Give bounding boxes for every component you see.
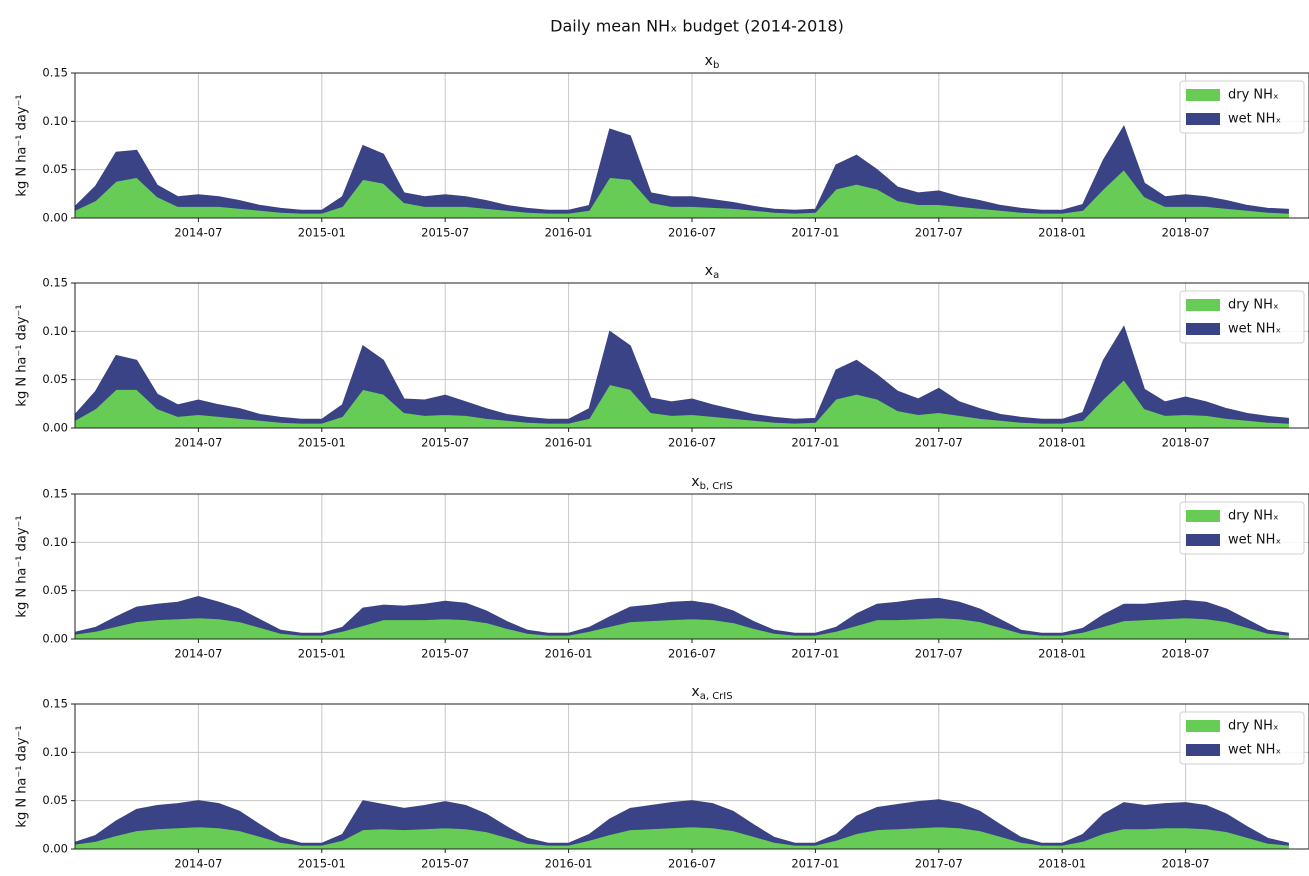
y-axis-label: kg N ha⁻¹ day⁻¹ — [15, 304, 30, 406]
x-tick-label: 2016-01 — [545, 647, 593, 661]
x-tick-label: 2014-07 — [174, 436, 222, 450]
y-tick-label: 0.05 — [42, 583, 68, 597]
y-tick-label: 0.00 — [42, 632, 68, 646]
x-tick-label: 2014-07 — [174, 857, 222, 871]
x-tick-label: 2015-01 — [298, 647, 346, 661]
x-tick-label: 2017-07 — [915, 647, 963, 661]
legend-label: wet NHₓ — [1228, 743, 1281, 758]
subplot-title-main: x — [691, 474, 699, 490]
y-tick-label: 0.00 — [42, 842, 68, 856]
x-tick-label: 2017-07 — [915, 857, 963, 871]
x-tick-label: 2018-01 — [1038, 226, 1086, 240]
y-tick-label: 0.00 — [42, 211, 68, 225]
x-tick-label: 2016-07 — [668, 647, 716, 661]
x-tick-label: 2015-01 — [298, 857, 346, 871]
legend-label: dry NHₓ — [1228, 719, 1279, 734]
x-tick-label: 2017-01 — [791, 857, 839, 871]
legend-swatch — [1186, 89, 1220, 101]
subplot-title: xb, CrIS — [691, 474, 732, 492]
plot-area — [75, 325, 1289, 428]
subplot-title-sub: a — [713, 270, 719, 281]
plot-area — [75, 595, 1289, 639]
legend-swatch — [1186, 113, 1220, 125]
y-axis-label: kg N ha⁻¹ day⁻¹ — [15, 515, 30, 617]
x-tick-label: 2015-07 — [421, 226, 469, 240]
x-tick-label: 2016-01 — [545, 436, 593, 450]
plot-area — [75, 799, 1289, 849]
y-axis-label: kg N ha⁻¹ day⁻¹ — [15, 725, 30, 827]
x-tick-label: 2018-07 — [1162, 226, 1210, 240]
x-tick-label: 2015-07 — [421, 647, 469, 661]
subplot-title: xa, CrIS — [691, 684, 732, 702]
subplot-title-sub: b, CrIS — [700, 481, 733, 492]
subplot-title: xb — [705, 53, 720, 71]
y-tick-label: 0.15 — [42, 487, 68, 501]
x-tick-label: 2016-01 — [545, 857, 593, 871]
x-tick-label: 2015-07 — [421, 436, 469, 450]
subplot-title-sub: a, CrIS — [700, 691, 733, 702]
y-axis-label: kg N ha⁻¹ day⁻¹ — [15, 94, 30, 196]
x-tick-label: 2017-07 — [915, 436, 963, 450]
x-tick-label: 2018-07 — [1162, 857, 1210, 871]
x-tick-label: 2018-01 — [1038, 436, 1086, 450]
x-tick-label: 2016-01 — [545, 226, 593, 240]
y-tick-label: 0.10 — [42, 745, 68, 759]
y-tick-label: 0.00 — [42, 421, 68, 435]
x-tick-label: 2015-01 — [298, 436, 346, 450]
x-tick-label: 2016-07 — [668, 857, 716, 871]
legend-label: dry NHₓ — [1228, 298, 1279, 313]
area-1 — [75, 799, 1289, 846]
x-tick-label: 2018-07 — [1162, 436, 1210, 450]
x-tick-label: 2016-07 — [668, 436, 716, 450]
area-1 — [75, 325, 1289, 424]
y-tick-label: 0.05 — [42, 793, 68, 807]
x-tick-label: 2014-07 — [174, 647, 222, 661]
x-tick-label: 2017-01 — [791, 226, 839, 240]
y-tick-label: 0.15 — [42, 697, 68, 711]
subplot-title-main: x — [691, 684, 699, 700]
x-tick-label: 2016-07 — [668, 226, 716, 240]
legend-swatch — [1186, 510, 1220, 522]
y-tick-label: 0.15 — [42, 276, 68, 290]
area-1 — [75, 595, 1289, 636]
legend-swatch — [1186, 323, 1220, 335]
area-1 — [75, 125, 1289, 214]
x-tick-label: 2018-01 — [1038, 857, 1086, 871]
subplot-title-main: x — [705, 53, 713, 69]
legend-label: dry NHₓ — [1228, 509, 1279, 524]
x-tick-label: 2017-01 — [791, 436, 839, 450]
subplot-title: xa — [705, 263, 719, 281]
figure-title: Daily mean NHₓ budget (2014-2018) — [550, 17, 844, 36]
legend-label: wet NHₓ — [1228, 322, 1281, 337]
x-tick-label: 2017-01 — [791, 647, 839, 661]
y-tick-label: 0.05 — [42, 162, 68, 176]
legend-swatch — [1186, 720, 1220, 732]
x-tick-label: 2017-07 — [915, 226, 963, 240]
legend-swatch — [1186, 534, 1220, 546]
x-tick-label: 2014-07 — [174, 226, 222, 240]
legend-label: wet NHₓ — [1228, 112, 1281, 127]
subplot-title-sub: b — [713, 60, 719, 71]
x-tick-label: 2018-07 — [1162, 647, 1210, 661]
legend-label: dry NHₓ — [1228, 88, 1279, 103]
legend-label: wet NHₓ — [1228, 533, 1281, 548]
y-tick-label: 0.10 — [42, 114, 68, 128]
x-tick-label: 2015-01 — [298, 226, 346, 240]
subplot-title-main: x — [705, 263, 713, 279]
x-tick-label: 2018-01 — [1038, 647, 1086, 661]
legend-swatch — [1186, 299, 1220, 311]
y-tick-label: 0.15 — [42, 66, 68, 80]
y-tick-label: 0.05 — [42, 372, 68, 386]
legend-swatch — [1186, 744, 1220, 756]
y-tick-label: 0.10 — [42, 324, 68, 338]
plot-area — [75, 125, 1289, 218]
x-tick-label: 2015-07 — [421, 857, 469, 871]
y-tick-label: 0.10 — [42, 535, 68, 549]
